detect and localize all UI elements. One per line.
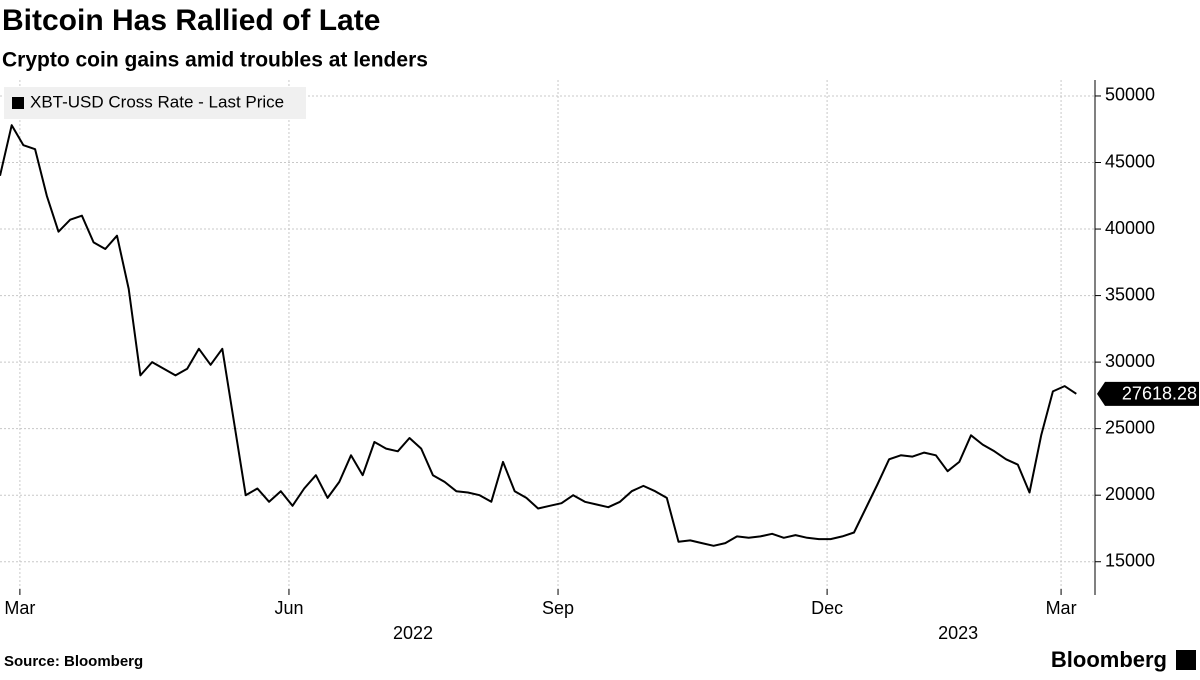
- y-tick-label: 20000: [1105, 484, 1155, 504]
- y-tick-label: 35000: [1105, 284, 1155, 304]
- x-group-label: 2023: [938, 623, 978, 643]
- y-tick-label: 45000: [1105, 151, 1155, 171]
- x-tick-label: Jun: [274, 598, 303, 618]
- brand-logo: Bloomberg: [1051, 647, 1167, 672]
- chart-title: Bitcoin Has Rallied of Late: [2, 4, 380, 37]
- y-tick-label: 40000: [1105, 218, 1155, 238]
- y-tick-label: 15000: [1105, 550, 1155, 570]
- x-tick-label: Dec: [811, 598, 843, 618]
- x-tick-label: Sep: [542, 598, 574, 618]
- legend-box: [4, 87, 306, 119]
- x-group-label: 2022: [393, 623, 433, 643]
- source: Source: Bloomberg: [4, 653, 143, 670]
- y-tick-label: 25000: [1105, 417, 1155, 437]
- legend-swatch: [12, 97, 24, 109]
- last-price-label: 27618.28: [1122, 384, 1197, 404]
- last-price-flag: [1097, 381, 1199, 406]
- x-tick-label: Mar: [4, 598, 35, 618]
- x-tick-label: Mar: [1046, 598, 1077, 618]
- y-tick-label: 30000: [1105, 351, 1155, 371]
- chart-subtitle: Crypto coin gains amid troubles at lende…: [2, 49, 428, 72]
- price-line: [0, 124, 1077, 547]
- legend-label: XBT-USD Cross Rate - Last Price: [30, 92, 284, 111]
- y-tick-label: 50000: [1105, 85, 1155, 105]
- brand-icon: [1176, 650, 1196, 670]
